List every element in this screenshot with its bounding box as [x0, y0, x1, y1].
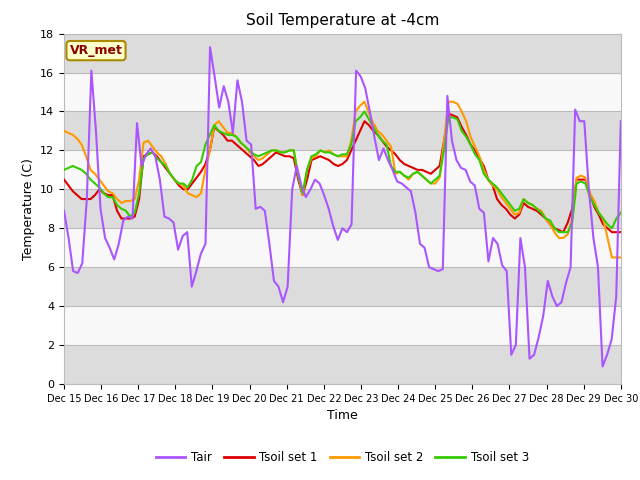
Bar [64, 34, 621, 72]
Text: VR_met: VR_met [70, 44, 122, 57]
Legend: Tair, Tsoil set 1, Tsoil set 2, Tsoil set 3: Tair, Tsoil set 1, Tsoil set 2, Tsoil se… [151, 447, 534, 469]
Y-axis label: Temperature (C): Temperature (C) [22, 158, 35, 260]
Bar [64, 189, 621, 228]
Bar [64, 267, 621, 306]
Title: Soil Temperature at -4cm: Soil Temperature at -4cm [246, 13, 439, 28]
Bar [64, 111, 621, 150]
Bar [64, 345, 621, 384]
X-axis label: Time: Time [327, 409, 358, 422]
